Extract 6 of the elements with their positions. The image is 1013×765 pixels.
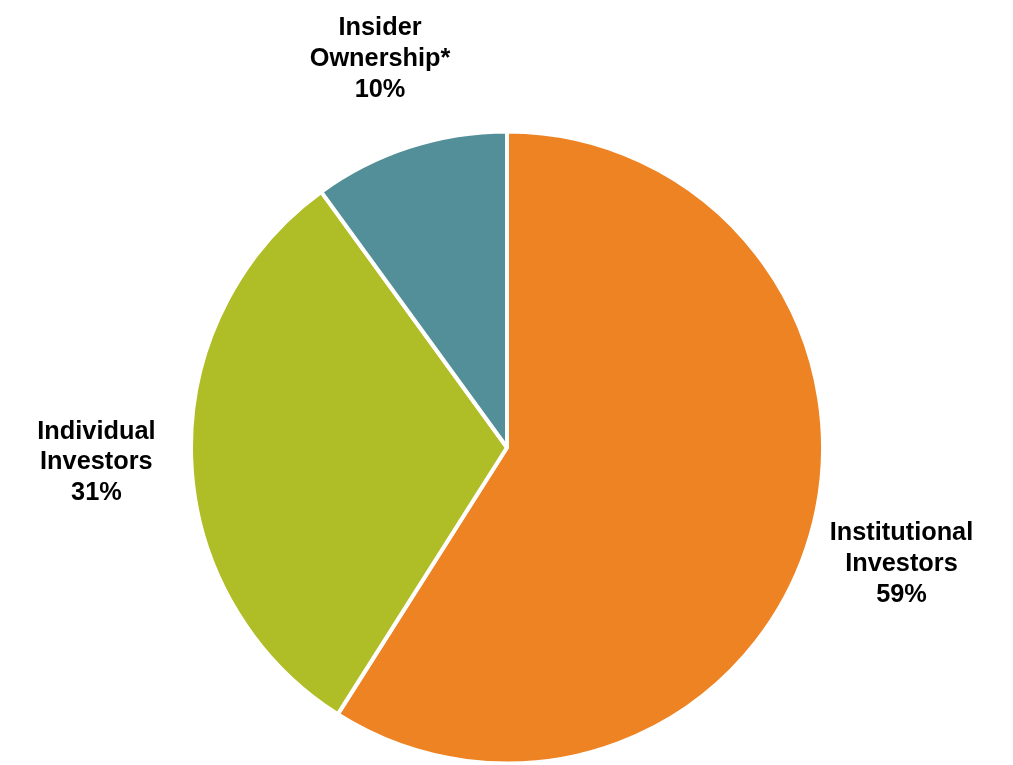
slice-label: Individual Investors — [37, 415, 156, 475]
data-label: 31% — [71, 477, 122, 506]
data-label: 10% — [354, 73, 406, 102]
data-label: 59% — [876, 578, 927, 607]
slice-label: Insider Ownership* — [309, 12, 451, 71]
slice-label: Institutional Investors — [829, 517, 974, 577]
